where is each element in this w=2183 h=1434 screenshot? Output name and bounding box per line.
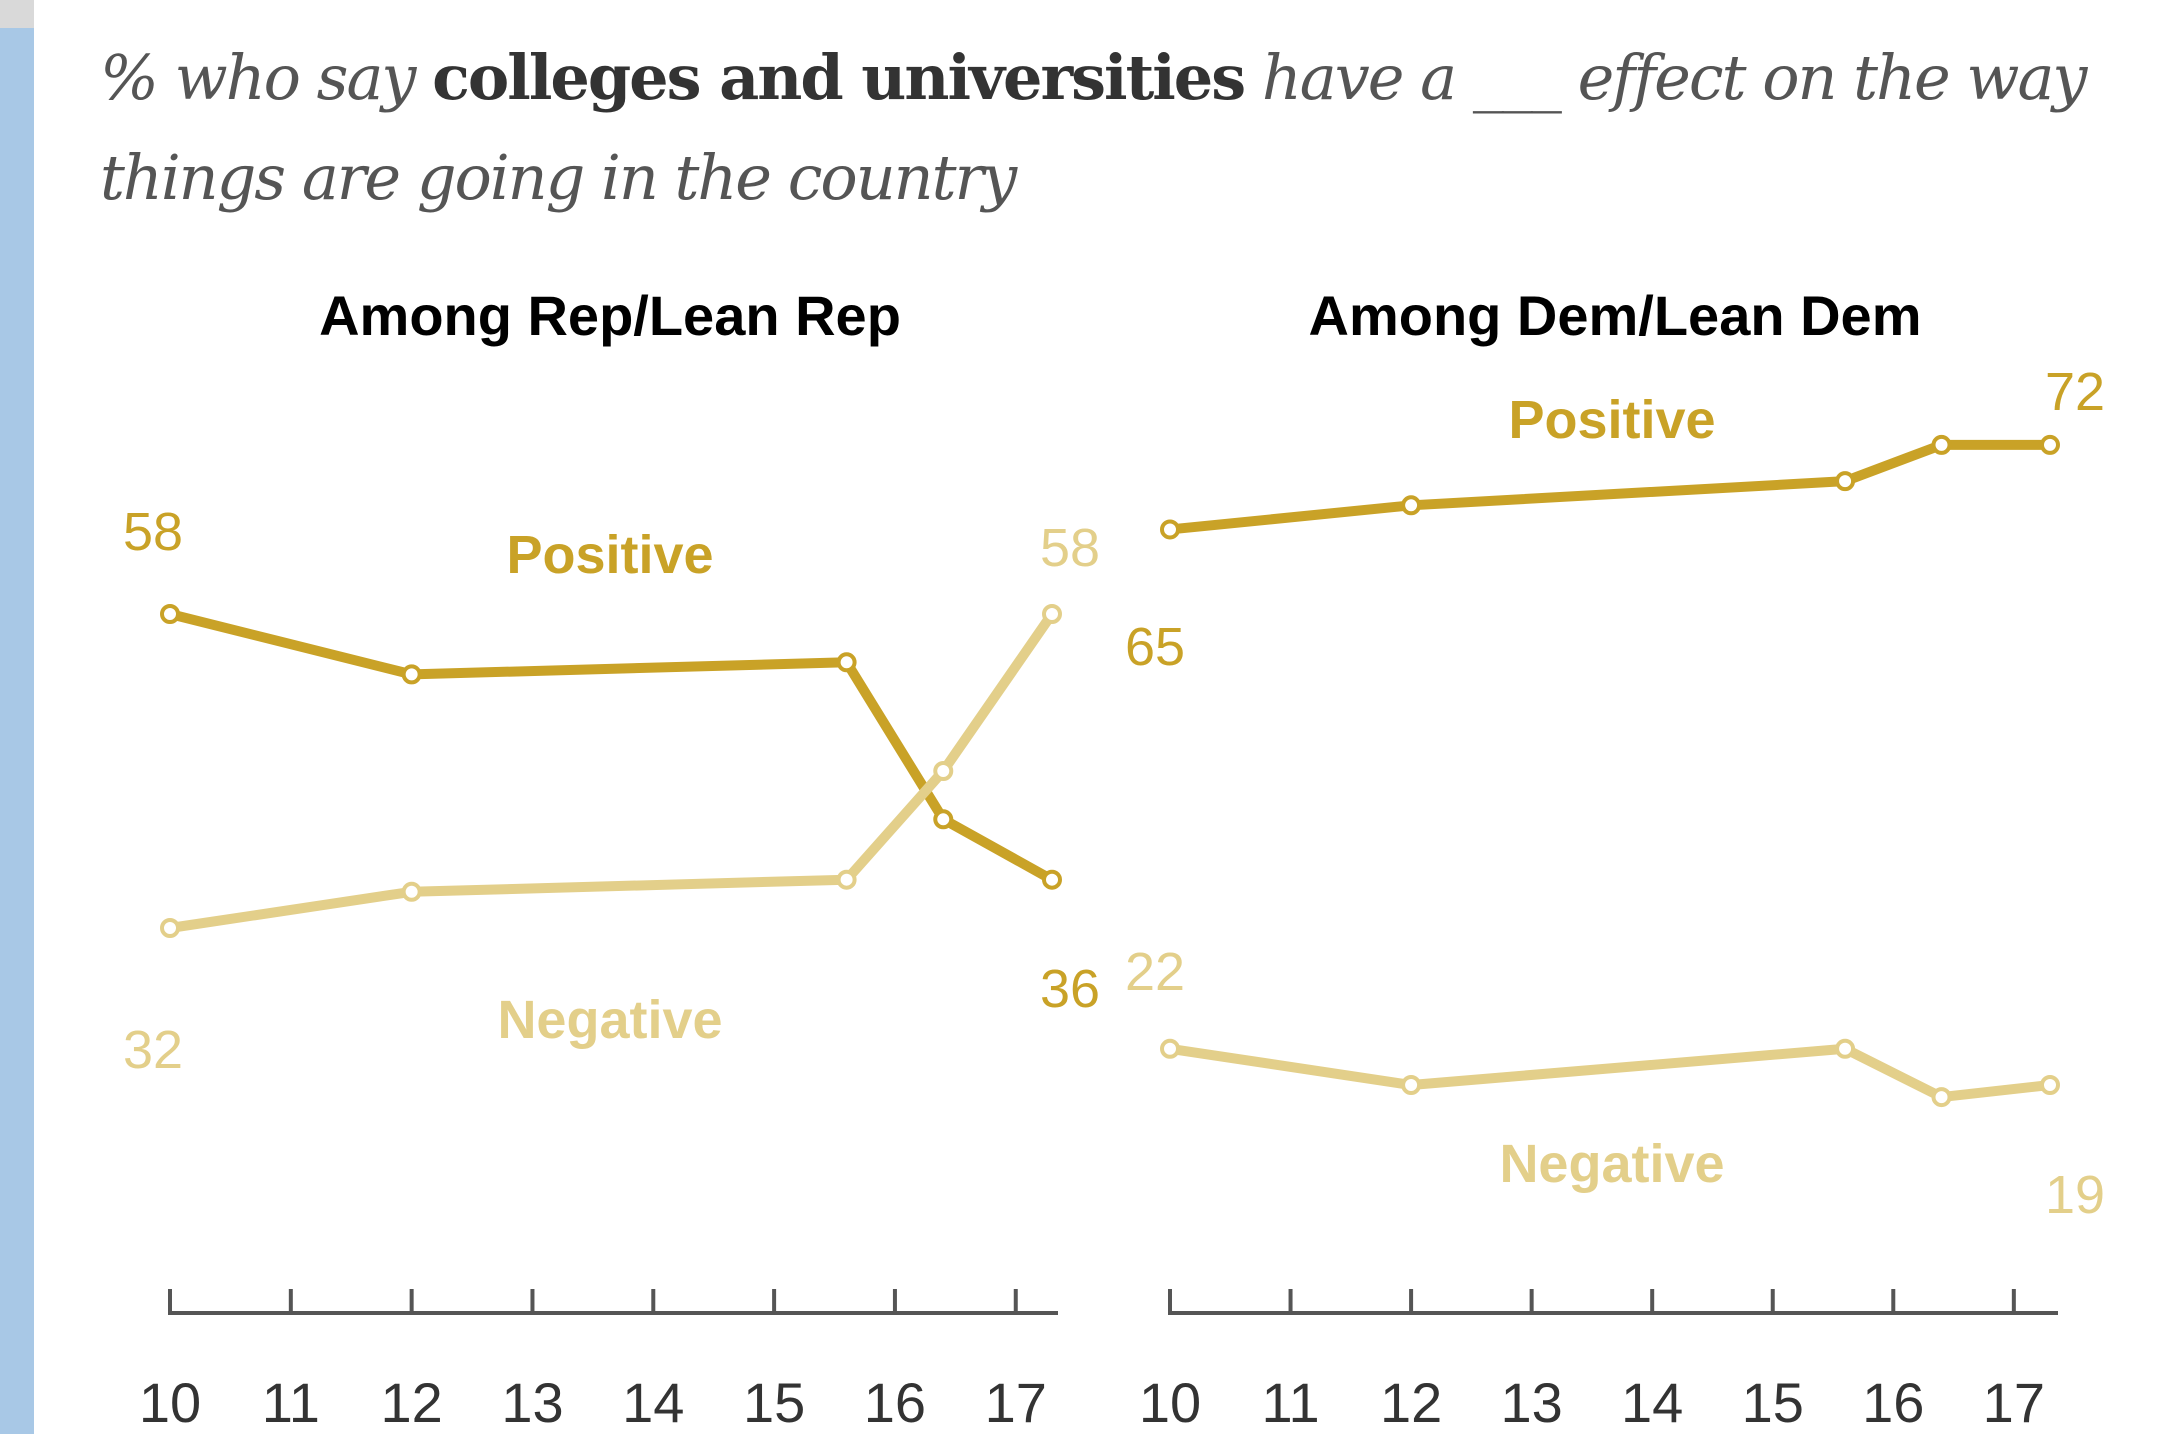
data-label: 36 xyxy=(1040,959,1100,1019)
series-label-negative: Negative xyxy=(497,990,722,1050)
x-tick-label: 14 xyxy=(1621,1371,1683,1434)
x-tick-label: 14 xyxy=(622,1371,684,1434)
panel-title: Among Dem/Lean Dem xyxy=(1309,284,1922,347)
data-point-positive xyxy=(160,604,180,624)
x-tick-label: 12 xyxy=(380,1371,442,1434)
x-tick-label: 17 xyxy=(1983,1371,2045,1434)
x-tick-label: 13 xyxy=(1500,1371,1562,1434)
data-label: 19 xyxy=(2045,1165,2105,1225)
subtitle-emphasis: colleges and universities xyxy=(432,41,1246,114)
x-tick-label: 12 xyxy=(1380,1371,1442,1434)
x-tick-label: 11 xyxy=(262,1371,320,1434)
series-line-negative xyxy=(1165,1043,2055,1103)
series-label-negative: Negative xyxy=(1499,1134,1724,1194)
data-point-positive xyxy=(1042,869,1062,890)
subtitle-prefix: % who say xyxy=(100,41,433,114)
series-line-positive xyxy=(165,609,1057,885)
data-point-positive xyxy=(2040,434,2060,455)
data-label: 65 xyxy=(1125,617,1185,677)
data-point-positive xyxy=(836,652,857,673)
x-tick-label: 13 xyxy=(501,1371,563,1434)
data-label: 72 xyxy=(2045,362,2105,422)
data-point-positive xyxy=(1401,495,1422,516)
data-point-negative xyxy=(401,881,422,902)
panel-title: Among Rep/Lean Rep xyxy=(319,284,901,347)
data-point-negative xyxy=(1401,1075,1422,1095)
data-label: 22 xyxy=(1125,942,1185,1002)
x-tick-label: 10 xyxy=(1139,1371,1201,1434)
data-point-positive xyxy=(401,664,422,685)
data-point-negative xyxy=(1931,1087,1952,1108)
x-tick-label: 16 xyxy=(864,1371,926,1434)
chart-subtitle: % who say colleges and universities have… xyxy=(100,28,2140,228)
data-point-negative xyxy=(1042,604,1062,624)
window-frame-corner xyxy=(0,0,34,28)
window-side-strip xyxy=(0,28,34,1434)
series-line-negative xyxy=(165,609,1057,933)
x-tick-label: 17 xyxy=(985,1371,1047,1434)
data-point-positive xyxy=(1931,434,1952,455)
data-point-negative xyxy=(1160,1038,1180,1059)
series-label-positive: Positive xyxy=(506,525,713,585)
data-point-negative xyxy=(933,761,954,781)
data-point-negative xyxy=(2040,1075,2060,1095)
data-label: 58 xyxy=(123,502,183,562)
x-tick-label: 11 xyxy=(1261,1371,1319,1434)
series-label-positive: Positive xyxy=(1508,390,1715,450)
data-point-negative xyxy=(836,869,857,890)
x-tick-label: 16 xyxy=(1862,1371,1924,1434)
data-point-positive xyxy=(1160,519,1180,540)
x-tick-label: 15 xyxy=(1742,1371,1804,1434)
data-point-positive xyxy=(1835,471,1856,492)
data-point-negative xyxy=(1835,1038,1856,1059)
data-point-positive xyxy=(933,809,954,830)
subtitle-suffix: have a ___ effect on the way things are … xyxy=(100,41,2087,214)
series-line-positive xyxy=(1165,439,2055,535)
data-label: 32 xyxy=(123,1020,183,1080)
x-tick-label: 15 xyxy=(743,1371,805,1434)
x-tick-label: 10 xyxy=(139,1371,201,1434)
data-label: 58 xyxy=(1040,518,1100,578)
data-point-negative xyxy=(160,918,180,938)
